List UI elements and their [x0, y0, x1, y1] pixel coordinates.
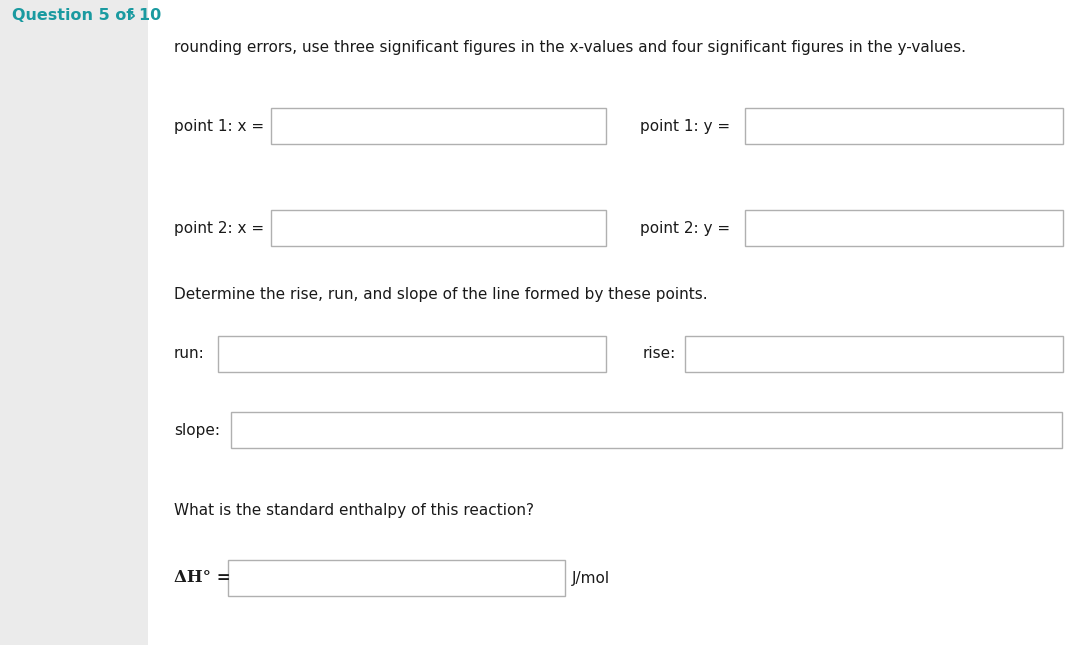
Text: point 1: y =: point 1: y = — [640, 119, 730, 134]
FancyBboxPatch shape — [148, 0, 1088, 645]
Text: rise:: rise: — [643, 346, 677, 361]
Text: Determine the rise, run, and slope of the line formed by these points.: Determine the rise, run, and slope of th… — [174, 287, 707, 302]
FancyBboxPatch shape — [228, 560, 565, 596]
Text: ›: › — [128, 7, 135, 25]
Text: What is the standard enthalpy of this reaction?: What is the standard enthalpy of this re… — [174, 503, 534, 518]
Text: point 1: x =: point 1: x = — [174, 119, 264, 134]
Text: run:: run: — [174, 346, 205, 361]
Text: point 2: x =: point 2: x = — [174, 221, 264, 235]
Text: Question 5 of 10: Question 5 of 10 — [12, 8, 161, 23]
FancyBboxPatch shape — [0, 0, 148, 645]
FancyBboxPatch shape — [231, 412, 1062, 448]
FancyBboxPatch shape — [745, 108, 1063, 144]
FancyBboxPatch shape — [745, 210, 1063, 246]
Text: rounding errors, use three significant figures in the x-values and four signific: rounding errors, use three significant f… — [174, 40, 966, 55]
Text: ΔH° =: ΔH° = — [174, 570, 231, 586]
FancyBboxPatch shape — [685, 336, 1063, 372]
FancyBboxPatch shape — [218, 336, 606, 372]
FancyBboxPatch shape — [271, 108, 606, 144]
FancyBboxPatch shape — [271, 210, 606, 246]
Text: J/mol: J/mol — [572, 570, 610, 586]
Text: slope:: slope: — [174, 422, 220, 437]
Text: point 2: y =: point 2: y = — [640, 221, 730, 235]
